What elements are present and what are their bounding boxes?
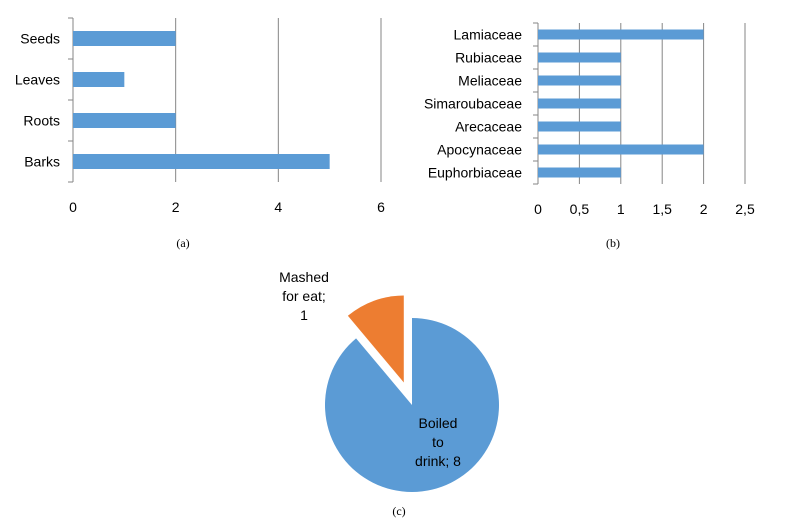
category-label: Euphorbiaceae (428, 165, 522, 181)
bar-meliaceae (538, 75, 621, 86)
x-tick-label: 6 (377, 199, 385, 215)
bar-simaroubaceae (538, 98, 621, 109)
category-label: Lamiaceae (454, 27, 523, 43)
x-tick-label: 4 (274, 199, 282, 215)
x-tick-label: 1,5 (652, 201, 672, 217)
category-label: Apocynaceae (437, 142, 522, 158)
category-label: Arecaceae (455, 119, 522, 135)
x-tick-label: 2 (172, 199, 180, 215)
x-tick-label: 0 (534, 201, 542, 217)
category-label: Roots (23, 113, 60, 129)
bar-leaves (73, 72, 125, 87)
bar-roots (73, 113, 176, 128)
pie-slice-0 (325, 318, 499, 492)
pie-label-line: Mashed (279, 269, 329, 285)
category-label: Leaves (15, 72, 60, 88)
bar-apocynaceae (538, 144, 704, 155)
category-label: Simaroubaceae (424, 96, 522, 112)
pie-label-line: for eat; (282, 288, 326, 304)
pie-slice-label: Boiled to drink; 8 (415, 415, 461, 469)
x-tick-label: 2 (700, 201, 708, 217)
chart-c-preparation-pie: Boiled to drink; 8 Mashed for eat; 1 (279, 269, 499, 492)
x-tick-label: 0 (69, 199, 77, 215)
x-tick-label: 2,5 (735, 201, 755, 217)
pie-slice-label: Mashed for eat; 1 (279, 269, 329, 323)
bar-barks (73, 154, 330, 169)
bar-rubiaceae (538, 52, 621, 63)
bar-arecaceae (538, 121, 621, 132)
x-tick-label: 1 (617, 201, 625, 217)
pie-slice-1 (347, 295, 404, 383)
chart-b-plant-families: Lamiaceae Rubiaceae Meliaceae Simaroubaceae… (424, 22, 755, 217)
x-tick-label: 0,5 (570, 201, 590, 217)
caption-b: (b) (606, 236, 620, 250)
category-label: Barks (24, 154, 60, 170)
pie-label-line: drink; 8 (415, 453, 461, 469)
pie-label-line: 1 (300, 307, 308, 323)
bar-euphorbiaceae (538, 167, 621, 178)
caption-c: (c) (392, 504, 405, 518)
category-label: Seeds (20, 31, 60, 47)
pie-label-line: to (432, 434, 444, 450)
pie-label-line: Boiled (419, 415, 458, 431)
category-label: Rubiaceae (455, 50, 522, 66)
caption-a: (a) (176, 236, 189, 250)
bar-lamiaceae (538, 29, 704, 40)
category-label: Meliaceae (458, 73, 522, 89)
chart-a-plant-parts: Seeds Leaves Roots Barks 0 2 4 6 (15, 17, 385, 215)
bar-seeds (73, 31, 176, 46)
